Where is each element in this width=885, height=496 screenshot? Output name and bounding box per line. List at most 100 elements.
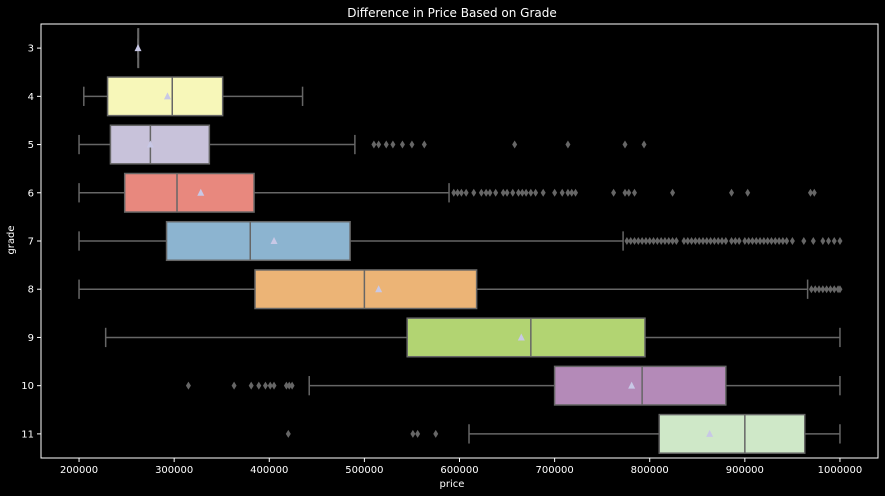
outlier-point [371,140,377,149]
outlier-point [185,381,191,390]
outlier-point [827,285,833,294]
outlier-point [512,140,518,149]
outlier-point [789,237,795,245]
outlier-point [757,237,763,245]
outlier-point [415,429,421,438]
outlier-point [383,140,389,149]
outlier-point [390,140,396,149]
chart-title: Difference in Price Based on Grade [347,6,557,20]
box-grade-10 [553,365,727,406]
x-tick-label: 300000 [155,465,193,476]
outlier-point [483,188,489,197]
y-tick-label: 9 [28,333,34,344]
box-grade-6 [123,172,255,213]
outlier-point [285,429,291,438]
y-tick-label: 6 [28,188,34,199]
outlier-point [632,188,638,197]
outlier-point [271,381,277,390]
outlier-point [478,188,484,197]
x-tick-label: 700000 [536,465,574,476]
y-tick-label: 8 [28,285,34,296]
outlier-point [761,237,767,245]
outlier-point [810,237,816,245]
outlier-point [812,285,818,294]
outlier-point [719,237,725,245]
outlier-point [816,285,822,294]
outlier-point [519,188,525,197]
outlier-point [749,237,755,245]
x-axis-label: price [440,479,465,490]
outlier-point [729,237,735,245]
outlier-point [639,237,645,245]
outlier-point [826,237,832,245]
outlier-point [231,381,237,390]
outlier-point [487,188,493,197]
outlier-point [471,188,477,197]
outlier-point [708,237,714,245]
outlier-point [654,237,660,245]
outlier-point [399,140,405,149]
y-tick-label: 5 [28,140,34,151]
outlier-point [784,237,790,245]
outlier-point [824,285,830,294]
outlier-point [552,188,558,197]
outlier-point [807,188,813,197]
mean-marker [270,237,278,244]
y-axis-label: grade [6,225,17,254]
outlier-point [658,237,664,245]
outlier-point [565,140,571,149]
outlier-point [286,381,292,390]
outlier-point [262,381,268,390]
outlier-point [624,237,630,245]
outlier-point [559,188,565,197]
outlier-point [831,237,837,245]
x-tick-label: 1000000 [818,465,863,476]
mean-marker [628,381,636,389]
box-grade-11 [658,413,806,454]
outlier-point [692,237,698,245]
outlier-point [515,188,521,197]
box-grade-5 [109,124,211,165]
outlier-point [376,140,382,149]
outlier-point [565,188,571,197]
outlier-point [732,237,738,245]
outlier-point [651,237,657,245]
box-grade-7 [165,220,351,262]
outlier-point [753,237,759,245]
mean-marker [164,92,172,100]
outlier-point [772,237,778,245]
y-tick-label: 7 [28,237,34,248]
mean-marker [197,188,205,196]
outlier-point [811,188,817,197]
outlier-point [736,237,742,245]
outlier-point [768,237,774,245]
mean-marker [375,285,383,293]
outlier-point [801,237,807,245]
outlier-point [573,188,579,197]
x-tick-label: 800000 [631,465,669,476]
outlier-point [673,237,679,245]
outlier-point [723,237,729,245]
box-grade-4 [106,76,224,117]
outlier-point [500,188,506,197]
outlier-point [493,188,499,197]
outlier-point [696,237,702,245]
outlier-point [746,237,752,245]
mean-marker [134,44,142,52]
outlier-point [704,237,710,245]
outlier-point [742,237,748,245]
outlier-point [711,237,717,245]
outlier-point [666,237,672,245]
outlier-point [458,188,464,197]
box-grade-8 [254,269,478,310]
outlier-point [808,285,814,294]
mean-marker [146,140,154,148]
outlier-point [283,381,289,390]
outlier-point [510,188,516,197]
outlier-point [715,237,721,245]
outlier-point [641,140,647,149]
outlier-point [540,188,546,197]
x-tick-label: 200000 [60,465,98,476]
outlier-point [632,237,638,245]
outlier-point [776,237,782,245]
